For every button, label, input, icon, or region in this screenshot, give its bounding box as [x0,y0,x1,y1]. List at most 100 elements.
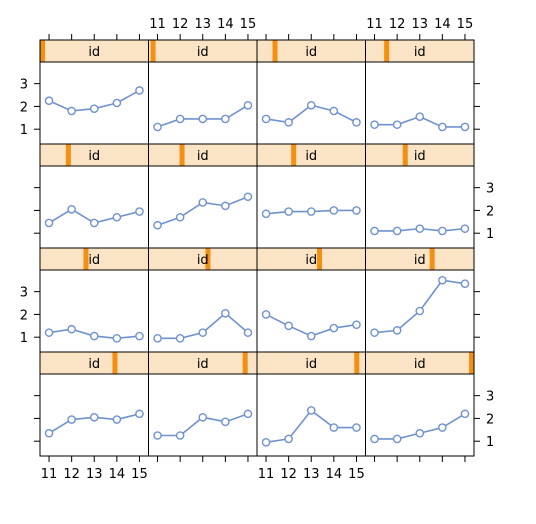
data-point [438,275,447,285]
data-point [352,320,361,329]
data-point [284,207,293,216]
x-tick-label: 13 [411,17,428,32]
x-tick-label: 12 [389,17,406,32]
strip-label: id [88,45,100,60]
strip-level-marker [242,352,248,374]
data-point [284,321,293,331]
data-point [306,100,316,110]
data-point [198,198,208,207]
data-point [67,415,76,424]
data-point [261,114,271,124]
strip-label: id [197,149,209,164]
data-point [89,218,99,228]
data-point [415,306,425,316]
x-tick-label: 15 [131,467,148,482]
data-point [221,417,230,427]
data-point [284,434,293,444]
data-point [243,192,253,202]
lattice-frame [39,39,475,457]
strip-label: id [88,149,100,164]
data-point [261,310,271,319]
x-tick-label: 12 [63,467,80,482]
strip-background [257,352,366,374]
data-point [153,431,162,440]
data-point [44,218,54,228]
data-point [153,122,162,132]
data-point [198,328,208,337]
data-point [112,334,122,343]
data-point [370,120,379,129]
data-point [67,324,76,334]
x-tick-label: 11 [366,17,383,32]
y-tick-label: 3 [20,286,28,301]
strip-level-marker [354,352,360,374]
data-point [135,86,144,95]
data-point [415,224,425,233]
strip-label: id [305,45,317,60]
data-point [89,104,99,113]
strip-level-marker [83,248,89,270]
strip-label: id [414,45,426,60]
data-point [153,334,162,343]
y-tick-label: 1 [486,227,494,242]
data-point [175,334,185,343]
strip-background [148,40,257,62]
data-point [261,438,271,447]
data-point [175,431,185,440]
strip-label: id [414,357,426,372]
strip-level-marker [179,144,185,166]
strip-level-marker [65,144,71,166]
series-line [374,279,466,334]
x-tick-label: 12 [172,17,189,32]
data-point [306,406,316,415]
x-tick-label: 15 [457,17,474,32]
x-tick-label: 14 [217,17,234,32]
x-tick-label: 15 [240,17,257,32]
strip-background [148,248,257,270]
data-point [135,331,144,341]
x-tick-label: 12 [280,467,297,482]
data-point [370,434,379,444]
data-point [460,224,470,233]
data-point [460,409,470,419]
strip-label: id [305,357,317,372]
strip-background [40,40,149,62]
data-point [329,206,339,215]
strip-label: id [88,253,100,268]
strip-label: id [88,357,100,372]
x-tick-label: 11 [258,467,275,482]
y-tick-label: 3 [486,390,494,405]
data-point [243,100,253,110]
data-point [175,114,185,124]
strip-background [257,40,366,62]
strip-label: id [414,253,426,268]
data-point [221,308,230,318]
strip-level-marker [291,144,297,166]
y-tick-label: 2 [20,308,28,323]
data-point [221,114,230,124]
y-tick-label: 1 [20,123,28,138]
strip-label: id [197,45,209,60]
strip-level-marker [402,144,408,166]
data-point [67,204,76,214]
strip-background [40,352,149,374]
x-tick-label: 13 [194,17,211,32]
data-point [261,209,271,219]
data-point [438,423,447,432]
data-point [243,409,253,419]
x-tick-label: 13 [86,467,103,482]
y-tick-label: 1 [20,331,28,346]
data-point [392,434,402,444]
data-point [352,423,361,432]
data-point [44,328,54,337]
data-point [438,122,447,132]
strip-background [365,352,474,374]
y-tick-label: 1 [486,435,494,450]
y-tick-label: 2 [486,204,494,219]
data-point [392,326,402,335]
data-point [352,206,361,215]
data-point [198,114,208,124]
strip-label: id [197,357,209,372]
strip-background [40,248,149,270]
